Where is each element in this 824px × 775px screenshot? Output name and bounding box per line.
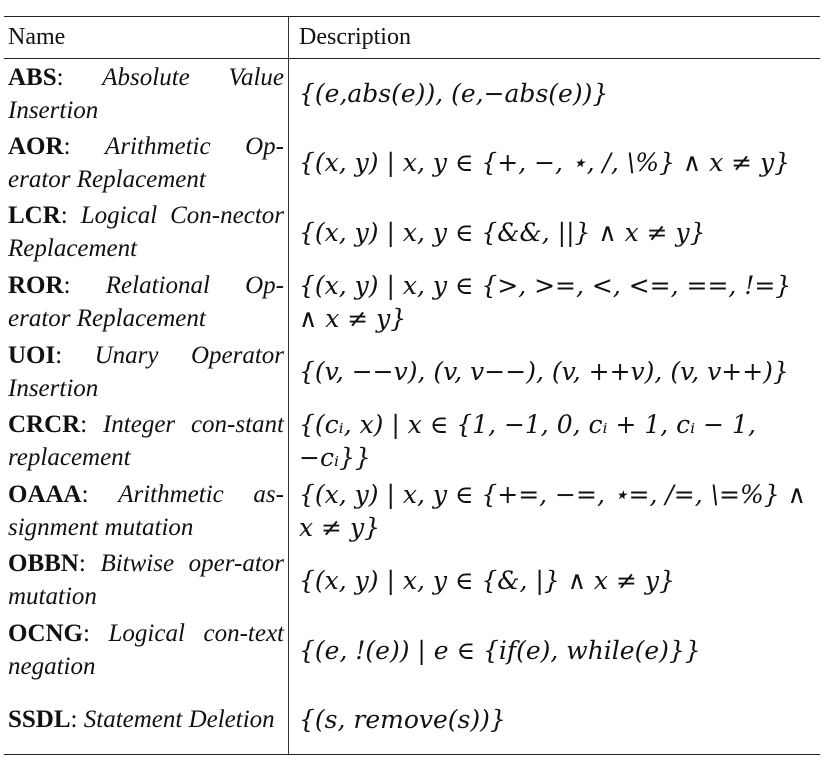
column-header-name: Name (4, 16, 289, 59)
operator-description: {(e, !(e)) | e ∈ {if(e), while(e)}} (299, 635, 701, 665)
operator-name-cell: OCNG: Logical con-text negation (4, 615, 289, 685)
operator-abbreviation: OCNG (8, 620, 83, 648)
operator-separator: : (55, 341, 95, 369)
operator-separator: : (63, 272, 106, 300)
operator-description: {(s, remove(s))} (288, 684, 820, 755)
operator-separator: : (80, 411, 103, 439)
operator-description: {(v, −−v), (v, v−−), (v, ++v), (v, v++)} (299, 357, 789, 387)
operator-separator: : (81, 480, 119, 508)
table-row: LCR: Logical Con-nector Replacement {(x,… (4, 197, 820, 268)
operator-abbreviation: LCR (8, 202, 61, 230)
table-row: UOI: Unary Operator Insertion {(v, −−v),… (4, 336, 820, 407)
operator-abbreviation: ABS (8, 63, 57, 91)
operator-abbreviation: AOR (8, 132, 64, 160)
operator-full-name: Unary Operator Insertion (8, 341, 284, 402)
operator-full-name: Statement Deletion (83, 705, 275, 733)
operator-full-name: Arithmetic as-signment mutation (8, 480, 284, 541)
table-row: OCNG: Logical con-text negation {(e, !(e… (4, 615, 820, 685)
operator-description: {(x, y) | x, y ∈ {>, >=, <, <=, ==, !=} … (299, 271, 792, 334)
operator-description: {(e,abs(e)), (e,−abs(e))} (299, 79, 609, 109)
operator-description: {(x, y) | x, y ∈ {&, |} ∧ x ≠ y} (299, 565, 675, 595)
column-header-description: Description (288, 16, 820, 59)
operator-full-name: Relational Op-erator Replacement (8, 272, 285, 333)
table-row: OAAA: Arithmetic as-signment mutation {(… (4, 476, 820, 546)
operator-separator: : (60, 202, 81, 230)
header-row: Name Description (4, 16, 820, 59)
operator-name-cell: CRCR: Integer con-stant replacement (4, 406, 289, 477)
operator-abbreviation: OBBN (8, 550, 79, 578)
operator-name-cell: ABS: Absolute Value Insertion (4, 58, 289, 129)
operator-name-cell: LCR: Logical Con-nector Replacement (4, 197, 289, 268)
table-row: OBBN: Bitwise oper-ator mutation {(x, y)… (4, 545, 820, 616)
operator-name-cell: OAAA: Arithmetic as-signment mutation (4, 476, 289, 546)
operator-abbreviation: SSDL (8, 705, 71, 733)
operator-separator: : (63, 132, 106, 160)
operator-description: {(cᵢ, x) | x ∈ {1, −1, 0, cᵢ + 1, cᵢ − 1… (299, 410, 756, 473)
operator-abbreviation: UOI (8, 341, 56, 369)
operator-description: {(x, y) | x, y ∈ {+=, −=, ⋆=, /=, \=%} ∧… (299, 479, 806, 542)
operator-name-cell: SSDL: Statement Deletion (4, 684, 289, 755)
table-row: AOR: Arithmetic Op-erator Replacement {(… (4, 128, 820, 198)
operator-full-name: Arithmetic Op-erator Replacement (8, 132, 284, 193)
operator-name-cell: OBBN: Bitwise oper-ator mutation (4, 545, 289, 616)
operator-name-cell: AOR: Arithmetic Op-erator Replacement (4, 128, 289, 198)
operator-full-name: Absolute Value Insertion (8, 63, 284, 124)
table-body: ABS: Absolute Value Insertion {(e,abs(e)… (4, 58, 820, 755)
table-row: ABS: Absolute Value Insertion {(e,abs(e)… (4, 58, 820, 129)
operator-full-name: Logical Con-nector Replacement (8, 202, 285, 263)
operator-name-cell: UOI: Unary Operator Insertion (4, 336, 289, 407)
table-row: CRCR: Integer con-stant replacement {(cᵢ… (4, 406, 820, 477)
operator-full-name: Logical con-text negation (8, 620, 284, 681)
operator-description: {(x, y) | x, y ∈ {&&, ||} ∧ x ≠ y} (299, 217, 706, 247)
operator-separator: : (83, 620, 109, 648)
operator-full-name: Bitwise oper-ator mutation (8, 550, 284, 611)
operator-full-name: Integer con-stant replacement (8, 411, 284, 472)
mutation-operators-table: Name Description ABS: Absolute Value Ins… (4, 16, 820, 755)
table-header: Name Description (4, 16, 820, 59)
operator-separator: : (78, 550, 101, 578)
operator-separator: : (70, 705, 84, 733)
operator-description: {(x, y) | x, y ∈ {+, −, ⋆, /, \%} ∧ x ≠ … (299, 148, 791, 178)
operator-abbreviation: ROR (8, 272, 64, 300)
operator-separator: : (56, 63, 103, 91)
table-row: SSDL: Statement Deletion {(s, remove(s))… (4, 684, 820, 755)
table-row: ROR: Relational Op-erator Replacement {(… (4, 267, 820, 337)
operator-name-cell: ROR: Relational Op-erator Replacement (4, 267, 289, 337)
operator-abbreviation: CRCR (8, 411, 81, 439)
operator-abbreviation: OAAA (8, 480, 82, 508)
